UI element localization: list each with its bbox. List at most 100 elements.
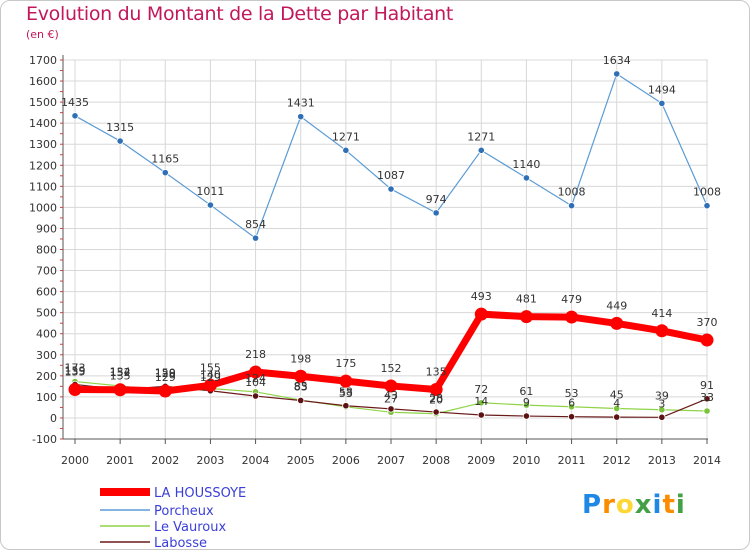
data-label: 135 bbox=[426, 366, 447, 379]
y-tick-label: 1200 bbox=[29, 159, 57, 172]
data-point bbox=[206, 201, 215, 209]
x-tick-label: 2013 bbox=[648, 454, 676, 467]
y-tick-label: 1300 bbox=[29, 138, 57, 151]
data-label: 53 bbox=[339, 387, 353, 400]
data-label: 20 bbox=[429, 394, 443, 407]
data-point bbox=[342, 146, 350, 154]
data-label: 1140 bbox=[512, 158, 540, 171]
logo-letter: x bbox=[634, 490, 653, 520]
data-point bbox=[613, 404, 621, 413]
data-point bbox=[251, 392, 260, 400]
data-label: 1008 bbox=[558, 186, 586, 199]
data-point bbox=[567, 403, 576, 411]
data-label: 129 bbox=[200, 371, 221, 384]
data-label: 91 bbox=[700, 379, 714, 392]
x-tick-label: 2000 bbox=[61, 454, 89, 467]
data-point bbox=[522, 174, 531, 182]
y-tick-label: 1000 bbox=[29, 201, 57, 214]
data-label: 135 bbox=[65, 366, 86, 379]
data-label: 135 bbox=[110, 370, 131, 383]
data-label: 53 bbox=[565, 387, 579, 400]
data-point bbox=[339, 374, 353, 388]
data-point bbox=[567, 202, 576, 210]
x-tick-label: 2007 bbox=[377, 454, 405, 467]
data-label: 159 bbox=[65, 364, 86, 377]
data-label: 493 bbox=[471, 290, 492, 303]
logo-letter: i bbox=[652, 490, 663, 520]
data-point bbox=[71, 112, 79, 120]
x-tick-label: 2011 bbox=[558, 454, 586, 467]
chart-subtitle: (en €) bbox=[26, 28, 59, 41]
data-label: 83 bbox=[294, 380, 308, 393]
data-label: 85 bbox=[294, 380, 308, 393]
x-tick-label: 2005 bbox=[287, 454, 315, 467]
x-tick-label: 2004 bbox=[242, 454, 270, 467]
data-label: 414 bbox=[651, 307, 672, 320]
data-point bbox=[249, 365, 263, 379]
y-tick-label: 300 bbox=[36, 349, 57, 362]
logo-letter: P bbox=[582, 490, 603, 520]
y-tick-label: 100 bbox=[36, 391, 57, 404]
data-point bbox=[703, 407, 711, 415]
data-label: 45 bbox=[610, 388, 624, 401]
data-label: 129 bbox=[155, 371, 176, 384]
data-point bbox=[203, 378, 217, 392]
data-point bbox=[342, 402, 350, 410]
data-point bbox=[658, 413, 666, 421]
data-point bbox=[613, 413, 621, 421]
logo-letter: r bbox=[602, 490, 616, 520]
data-label: 72 bbox=[474, 383, 488, 396]
x-tick-label: 2012 bbox=[603, 454, 631, 467]
data-point bbox=[477, 411, 485, 419]
data-point bbox=[432, 209, 440, 217]
data-point bbox=[158, 384, 172, 398]
data-label: 124 bbox=[245, 372, 266, 385]
data-label: 43 bbox=[384, 389, 398, 402]
data-label: 3 bbox=[658, 397, 665, 410]
data-point bbox=[116, 137, 124, 145]
data-label: 173 bbox=[65, 362, 86, 375]
proxiti-logo: Proxiti bbox=[582, 490, 686, 520]
x-tick-label: 2003 bbox=[196, 454, 224, 467]
data-label: 140 bbox=[200, 368, 221, 381]
x-tick-label: 2009 bbox=[467, 454, 495, 467]
data-label: 1435 bbox=[61, 96, 89, 109]
legend-label: LA HOUSSOYE bbox=[154, 486, 246, 501]
data-label: 4 bbox=[613, 397, 620, 410]
data-label: 481 bbox=[516, 293, 537, 306]
data-point bbox=[294, 369, 308, 383]
data-point bbox=[384, 379, 398, 393]
legend-label: Le Vauroux bbox=[154, 520, 226, 535]
y-tick-label: 0 bbox=[50, 412, 57, 425]
data-label: 152 bbox=[381, 362, 402, 375]
data-label: 449 bbox=[606, 299, 627, 312]
x-tick-label: 2008 bbox=[422, 454, 450, 467]
data-point bbox=[700, 333, 714, 347]
y-tick-label: 600 bbox=[36, 286, 57, 299]
data-label: 33 bbox=[700, 391, 714, 404]
data-point bbox=[68, 383, 82, 397]
data-point bbox=[429, 383, 443, 397]
data-point bbox=[613, 70, 621, 78]
data-point bbox=[251, 234, 260, 242]
data-point bbox=[387, 185, 395, 193]
logo-letter: t bbox=[662, 490, 676, 520]
y-tick-label: 500 bbox=[36, 307, 57, 320]
data-point bbox=[703, 395, 711, 403]
data-label: 1165 bbox=[151, 153, 179, 166]
data-label: 134 bbox=[110, 366, 131, 379]
data-label: 14 bbox=[474, 395, 488, 408]
legend-label: Porcheux bbox=[154, 504, 214, 519]
data-label: 1431 bbox=[287, 97, 315, 110]
data-label: 1271 bbox=[332, 130, 360, 143]
x-tick-label: 2014 bbox=[693, 454, 721, 467]
data-label: 198 bbox=[290, 352, 311, 365]
data-point bbox=[703, 202, 711, 210]
y-tick-label: 1400 bbox=[29, 117, 57, 130]
x-tick-label: 2010 bbox=[512, 454, 540, 467]
y-tick-label: 1700 bbox=[29, 54, 57, 67]
data-label: 128 bbox=[155, 367, 176, 380]
y-tick-label: 1100 bbox=[29, 180, 57, 193]
y-tick-label: 900 bbox=[36, 222, 57, 235]
